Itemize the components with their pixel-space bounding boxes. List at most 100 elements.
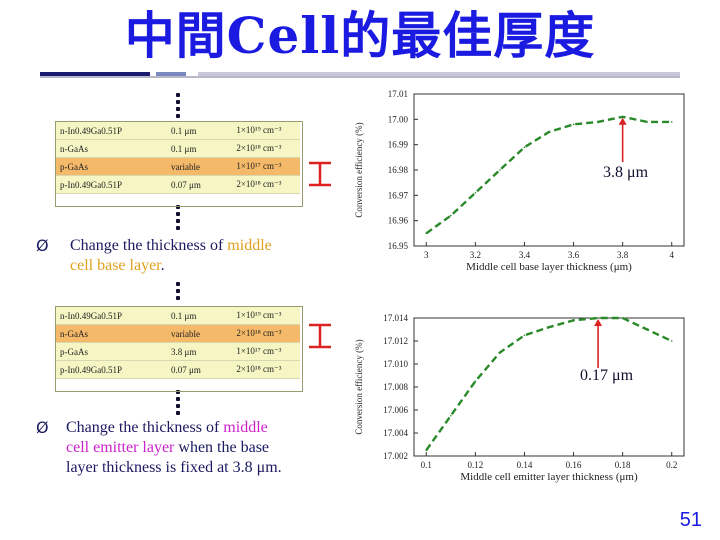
- layer-doping: 1×10¹⁹ cm⁻³: [232, 122, 300, 140]
- layer-thickness: variable: [167, 324, 233, 343]
- x-tick-label: 3.8: [617, 250, 629, 260]
- x-tick-label: 0.16: [566, 460, 582, 470]
- page-number: 51: [679, 509, 702, 531]
- y-tick-label: 17.010: [383, 359, 408, 369]
- x-tick-label: 3.6: [568, 250, 580, 260]
- bullet-text-plain: .: [160, 257, 165, 274]
- y-tick-label: 17.01: [388, 89, 408, 99]
- data-point: [646, 328, 648, 331]
- layer-name: n-In0.49Ga0.51P: [56, 122, 167, 140]
- y-tick-label: 17.00: [388, 114, 409, 124]
- y-tick-label: 16.95: [388, 241, 409, 251]
- layer-doping: 2×10¹⁸ cm⁻³: [232, 175, 300, 194]
- layer-name: p-In0.49Ga0.51P: [56, 360, 167, 379]
- y-tick-label: 16.96: [388, 216, 409, 226]
- table-row: p-GaAs variable 1×10¹⁷ cm⁻³: [56, 157, 300, 176]
- title-decoration-bar: [40, 72, 680, 76]
- bullet-arrow-icon: Ø: [36, 236, 49, 255]
- layer-stack-table-2: n-In0.49Ga0.51P 0.1 μm 1×10¹⁹ cm⁻³ n-GaA…: [56, 307, 300, 379]
- thickness-marker-icon: [309, 161, 331, 187]
- layer-doping: 2×10¹⁸ cm⁻³: [232, 360, 300, 379]
- x-axis-label: Middle cell emitter layer thickness (μm): [460, 471, 638, 483]
- data-point: [670, 340, 673, 342]
- x-tick-label: 4: [669, 250, 674, 260]
- bullet-text-1: Change the thickness of middle cell base…: [70, 236, 360, 276]
- layer-stack-frame: [55, 121, 303, 207]
- x-tick-label: 3.2: [470, 250, 481, 260]
- title-underline: [40, 76, 680, 78]
- layer-doping: 1×10¹⁷ cm⁻³: [232, 342, 300, 361]
- data-point: [670, 121, 673, 123]
- y-tick-label: 16.98: [388, 165, 409, 175]
- dotted-connector: [176, 205, 180, 233]
- layer-doping: 1×10¹⁹ cm⁻³: [232, 307, 300, 325]
- bullet-text-2: Change the thickness of middle cell emit…: [66, 418, 366, 478]
- data-point: [548, 326, 550, 328]
- layer-name: p-GaAs: [56, 157, 167, 176]
- optimum-annotation: 3.8 μm: [603, 164, 649, 181]
- dotted-connector: [176, 93, 180, 121]
- layer-name: p-In0.49Ga0.51P: [56, 175, 167, 194]
- efficiency-curve: [425, 316, 673, 451]
- layer-name: p-GaAs: [56, 342, 167, 361]
- layer-thickness: 0.07 μm: [167, 175, 233, 194]
- table-row: p-GaAs 3.8 μm 1×10¹⁷ cm⁻³: [56, 342, 300, 361]
- x-axis-label: Middle cell base layer thickness (μm): [466, 261, 632, 273]
- data-point: [646, 121, 648, 123]
- y-tick-label: 17.002: [383, 451, 408, 461]
- efficiency-vs-emitter-thickness-chart: 17.002 17.004 17.006 17.008 17.010 17.012 17.0…: [354, 313, 685, 483]
- y-tick-label: 16.97: [388, 190, 409, 200]
- bullet-text-plain: Change the thickness of: [70, 237, 228, 254]
- bullet-text-plain: layer thickness is fixed at 3.8 μm.: [66, 459, 282, 476]
- x-tick-label: 0.2: [666, 460, 677, 470]
- optimum-annotation: 0.17 μm: [580, 367, 634, 384]
- y-tick-label: 17.014: [383, 313, 408, 323]
- efficiency-vs-base-thickness-chart: 16.95 16.96 16.97 16.98 16.99 17.00 17.01 3 3.2 3…: [354, 89, 685, 273]
- bullet-text-highlight: middle: [223, 419, 268, 436]
- layer-stack-frame: [55, 306, 303, 392]
- layer-thickness: 0.1 μm: [167, 139, 233, 158]
- x-tick-label: 0.18: [615, 460, 631, 470]
- data-point: [621, 317, 624, 319]
- data-point: [572, 319, 575, 322]
- layer-stack-table-1: n-In0.49Ga0.51P 0.1 μm 1×10¹⁹ cm⁻³ n-GaA…: [56, 122, 300, 194]
- x-tick-label: 0.12: [467, 460, 483, 470]
- dotted-connector: [176, 390, 180, 418]
- data-point: [548, 131, 550, 133]
- data-point: [474, 192, 477, 194]
- plot-frame: [413, 317, 685, 457]
- data-point: [523, 146, 526, 148]
- layer-doping: 2×10¹⁸ cm⁻³: [232, 324, 300, 343]
- x-tick-label: 0.1: [421, 460, 432, 470]
- table-row: n-GaAs variable 2×10¹⁸ cm⁻³: [56, 324, 300, 343]
- data-point: [425, 232, 428, 235]
- y-tick-label: 17.004: [383, 428, 408, 438]
- thickness-marker-icon: [309, 323, 331, 349]
- y-tick-label: 17.008: [383, 382, 408, 392]
- data-point: [499, 169, 501, 171]
- bullet-text-plain: when the base: [174, 439, 270, 456]
- data-point: [597, 317, 599, 319]
- layer-doping: 1×10¹⁷ cm⁻³: [232, 157, 300, 176]
- optimum-arrow-head: [594, 319, 603, 326]
- layer-name: n-GaAs: [56, 324, 167, 343]
- bullet-text-highlight: cell emitter layer: [66, 439, 175, 456]
- table-row: n-In0.49Ga0.51P 0.1 μm 1×10¹⁹ cm⁻³: [56, 122, 300, 140]
- table-row: n-GaAs 0.1 μm 2×10¹⁸ cm⁻³: [56, 139, 300, 158]
- bullet-text-highlight: middle: [227, 237, 272, 254]
- bullet-arrow-icon: Ø: [36, 418, 49, 437]
- data-point: [597, 121, 599, 123]
- data-point: [474, 380, 477, 383]
- layer-name: n-GaAs: [56, 139, 167, 158]
- bullet-text-highlight: cell base layer: [70, 257, 161, 274]
- data-point: [425, 449, 428, 452]
- y-tick-label: 17.012: [383, 336, 408, 346]
- layer-thickness: 0.07 μm: [167, 360, 233, 379]
- data-point: [450, 414, 452, 417]
- layer-doping: 2×10¹⁸ cm⁻³: [232, 139, 300, 158]
- table-row: n-In0.49Ga0.51P 0.1 μm 1×10¹⁹ cm⁻³: [56, 307, 300, 325]
- data-point: [450, 214, 452, 217]
- y-axis-label: Conversion efficiency (%): [354, 122, 364, 217]
- layer-name: n-In0.49Ga0.51P: [56, 307, 167, 325]
- y-tick-label: 17.006: [383, 405, 408, 415]
